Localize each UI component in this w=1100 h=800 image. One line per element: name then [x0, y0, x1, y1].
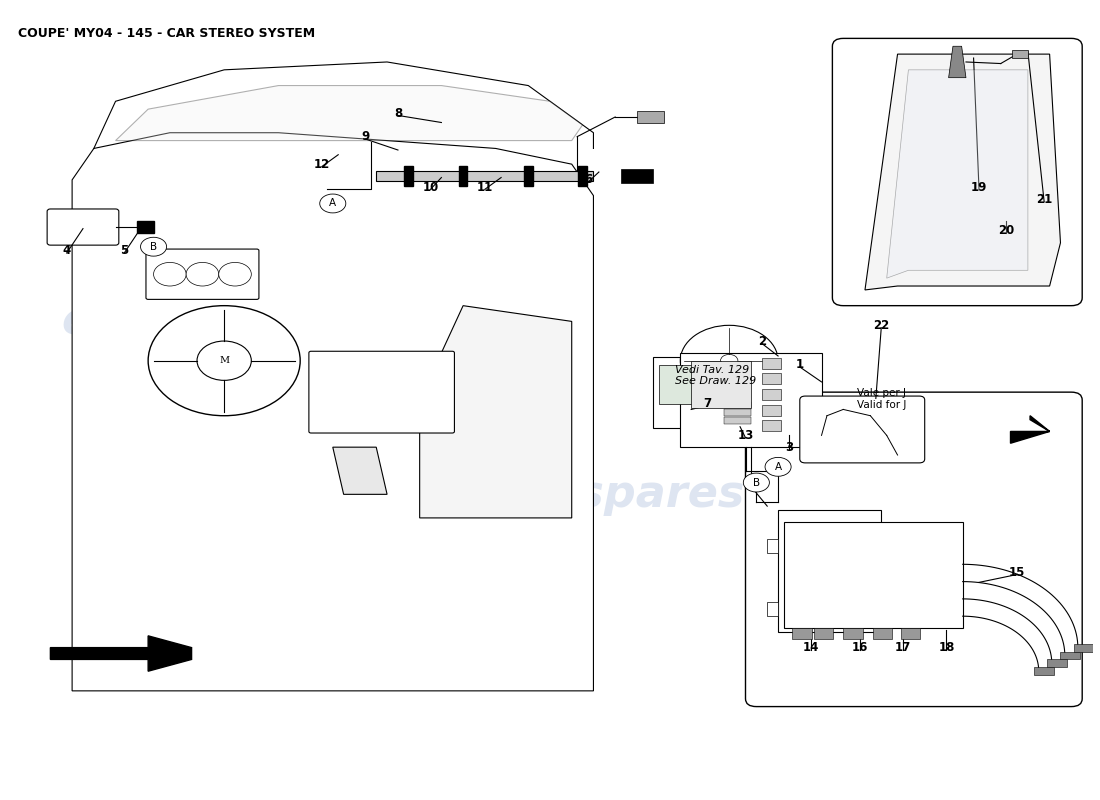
Text: A: A — [329, 198, 337, 209]
Polygon shape — [767, 539, 778, 554]
Circle shape — [141, 238, 166, 256]
Text: A: A — [774, 462, 782, 472]
Polygon shape — [116, 86, 583, 141]
Text: eurospares: eurospares — [62, 300, 343, 343]
Text: Vale per J
Valid for J: Vale per J Valid for J — [857, 388, 906, 410]
Polygon shape — [792, 628, 812, 639]
FancyBboxPatch shape — [309, 351, 454, 433]
Text: eurospares: eurospares — [881, 217, 1022, 237]
Text: 14: 14 — [803, 641, 818, 654]
Text: 15: 15 — [1009, 566, 1025, 579]
Circle shape — [766, 458, 791, 476]
FancyBboxPatch shape — [762, 421, 781, 431]
FancyBboxPatch shape — [691, 361, 751, 408]
Polygon shape — [865, 54, 1060, 290]
FancyBboxPatch shape — [659, 365, 718, 404]
Polygon shape — [637, 111, 664, 122]
FancyBboxPatch shape — [146, 249, 258, 299]
Polygon shape — [420, 306, 572, 518]
Text: eurospares: eurospares — [463, 473, 745, 516]
Polygon shape — [524, 166, 532, 186]
Polygon shape — [1011, 416, 1049, 443]
Text: eurospares: eurospares — [849, 571, 990, 591]
FancyBboxPatch shape — [724, 410, 751, 416]
Text: 22: 22 — [873, 319, 890, 332]
Polygon shape — [1074, 644, 1093, 651]
Polygon shape — [376, 171, 593, 181]
FancyBboxPatch shape — [778, 510, 881, 632]
Text: 2: 2 — [758, 334, 766, 347]
Text: 18: 18 — [938, 641, 955, 654]
FancyBboxPatch shape — [762, 405, 781, 416]
Polygon shape — [138, 221, 154, 234]
FancyBboxPatch shape — [680, 353, 822, 447]
Text: 21: 21 — [1036, 193, 1053, 206]
Circle shape — [154, 262, 186, 286]
Polygon shape — [767, 602, 778, 616]
FancyBboxPatch shape — [833, 38, 1082, 306]
Polygon shape — [51, 636, 191, 671]
FancyBboxPatch shape — [724, 418, 751, 423]
Text: 12: 12 — [314, 158, 330, 170]
Polygon shape — [887, 70, 1027, 278]
Text: Vedi Tav. 129
See Draw. 129: Vedi Tav. 129 See Draw. 129 — [675, 365, 756, 386]
Polygon shape — [1060, 651, 1080, 659]
FancyBboxPatch shape — [762, 358, 781, 369]
Text: 6: 6 — [584, 174, 592, 186]
FancyBboxPatch shape — [47, 209, 119, 245]
Polygon shape — [814, 628, 834, 639]
Text: 9: 9 — [361, 130, 370, 143]
Circle shape — [219, 262, 251, 286]
FancyBboxPatch shape — [762, 374, 781, 384]
Polygon shape — [620, 169, 653, 183]
Polygon shape — [948, 46, 966, 78]
Polygon shape — [844, 628, 862, 639]
Polygon shape — [901, 628, 921, 639]
Polygon shape — [1034, 667, 1054, 675]
Text: 20: 20 — [998, 225, 1014, 238]
Circle shape — [680, 326, 778, 396]
Circle shape — [720, 354, 738, 367]
Circle shape — [320, 194, 345, 213]
FancyBboxPatch shape — [800, 396, 925, 463]
Text: 3: 3 — [785, 441, 793, 454]
FancyBboxPatch shape — [783, 522, 962, 628]
Polygon shape — [405, 166, 414, 186]
Text: B: B — [150, 242, 157, 252]
Text: 5: 5 — [120, 244, 129, 257]
Polygon shape — [1047, 659, 1067, 667]
FancyBboxPatch shape — [653, 357, 762, 427]
Text: 8: 8 — [394, 106, 403, 119]
Text: M: M — [219, 356, 229, 365]
Text: 10: 10 — [422, 182, 439, 194]
Text: 4: 4 — [63, 244, 70, 257]
Text: 19: 19 — [971, 182, 987, 194]
Text: 11: 11 — [476, 182, 493, 194]
Polygon shape — [1012, 50, 1027, 58]
Polygon shape — [333, 447, 387, 494]
Circle shape — [197, 341, 251, 380]
Polygon shape — [579, 166, 587, 186]
Text: 16: 16 — [851, 641, 868, 654]
FancyBboxPatch shape — [762, 389, 781, 400]
Circle shape — [186, 262, 219, 286]
Polygon shape — [459, 166, 468, 186]
Circle shape — [148, 306, 300, 416]
Polygon shape — [872, 628, 892, 639]
Text: 7: 7 — [703, 398, 712, 410]
Text: 1: 1 — [795, 358, 804, 371]
FancyBboxPatch shape — [724, 402, 751, 408]
FancyBboxPatch shape — [746, 392, 1082, 706]
Text: COUPE' MY04 - 145 - CAR STEREO SYSTEM: COUPE' MY04 - 145 - CAR STEREO SYSTEM — [18, 26, 315, 39]
Circle shape — [744, 473, 769, 492]
Polygon shape — [73, 133, 593, 691]
Text: 17: 17 — [895, 641, 911, 654]
Text: B: B — [752, 478, 760, 487]
Text: 13: 13 — [737, 429, 754, 442]
